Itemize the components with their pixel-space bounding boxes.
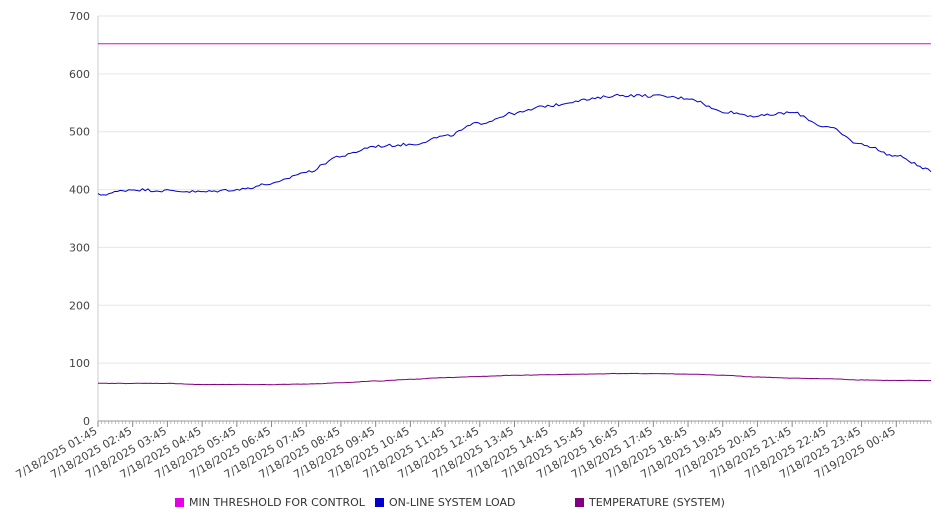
legend-swatch-system-load [375,498,384,507]
legend-item-threshold: MIN THRESHOLD FOR CONTROL [175,496,365,509]
legend-item-temperature: TEMPERATURE (SYSTEM) [575,496,725,509]
y-tick-label-300: 300 [69,241,90,254]
legend-label-system-load: ON-LINE SYSTEM LOAD [389,496,516,509]
legend-item-system-load: ON-LINE SYSTEM LOAD [375,496,515,509]
y-tick-label-100: 100 [69,357,90,370]
y-axis-ticks: 0 100 200 300 400 500 600 700 [69,10,90,428]
legend: MIN THRESHOLD FOR CONTROL ON-LINE SYSTEM… [0,496,946,516]
y-tick-label-200: 200 [69,299,90,312]
y-tick-label-0: 0 [83,415,90,428]
legend-swatch-temperature [575,498,584,507]
axes [97,16,932,427]
series-lines [97,43,932,386]
legend-swatch-threshold [175,498,184,507]
y-tick-label-700: 700 [69,10,90,23]
y-tick-label-400: 400 [69,184,90,197]
y-tick-label-500: 500 [69,126,90,139]
legend-label-temperature: TEMPERATURE (SYSTEM) [589,496,725,509]
series-line-1 [97,93,932,196]
legend-label-threshold: MIN THRESHOLD FOR CONTROL [189,496,365,509]
y-tick-label-600: 600 [69,68,90,81]
series-line-2 [97,372,932,386]
x-axis-ticks: 7/18/2025 01:457/18/2025 02:457/18/2025 … [14,424,898,481]
